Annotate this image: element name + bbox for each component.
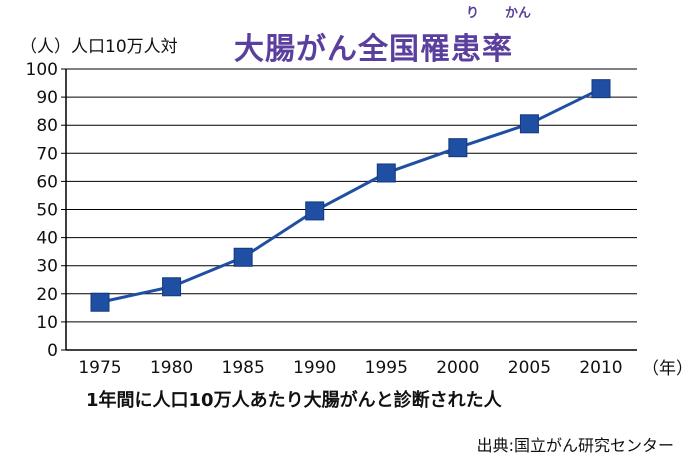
chart-caption: 1年間に人口10万人あたり大腸がんと診断された人 xyxy=(86,390,502,411)
data-point-2010 xyxy=(591,79,611,99)
data-point-1980 xyxy=(162,277,182,297)
x-tick-label-1985: 1985 xyxy=(222,358,265,378)
x-tick-label-2010: 2010 xyxy=(579,358,622,378)
source-credit: 出典:国立がん研究センター xyxy=(476,436,674,455)
data-point-2000 xyxy=(448,138,468,158)
y-tick-label-60: 60 xyxy=(36,172,58,192)
y-tick-label-50: 50 xyxy=(36,201,58,221)
y-tick-label-0: 0 xyxy=(47,341,58,361)
y-tick-label-10: 10 xyxy=(36,313,58,333)
chart-title: 大腸がん全国罹患率 xyxy=(234,32,513,67)
y-tick-label-40: 40 xyxy=(36,229,58,249)
y-tick-label-20: 20 xyxy=(36,285,58,305)
y-tick-label-90: 90 xyxy=(36,88,58,108)
y-tick-label-30: 30 xyxy=(36,257,58,277)
data-point-2005 xyxy=(519,114,539,134)
x-axis-unit-label: （年） xyxy=(642,359,684,379)
data-point-1985 xyxy=(233,247,253,267)
x-tick-label-2000: 2000 xyxy=(436,358,479,378)
x-tick-label-1990: 1990 xyxy=(293,358,336,378)
x-tick-label-1975: 1975 xyxy=(78,358,121,378)
y-tick-label-100: 100 xyxy=(26,60,58,80)
x-tick-label-1980: 1980 xyxy=(150,358,193,378)
y-tick-label-80: 80 xyxy=(36,116,58,136)
y-axis-unit-label: （人）人口10万人対 xyxy=(20,37,178,57)
data-point-1995 xyxy=(376,163,396,183)
x-tick-label-1995: 1995 xyxy=(365,358,408,378)
title-ruby-kan: かん xyxy=(505,6,532,21)
series-line xyxy=(99,87,602,304)
title-ruby-ri: り xyxy=(466,6,480,21)
y-tick-label-70: 70 xyxy=(36,144,58,164)
x-tick-label-2005: 2005 xyxy=(508,358,551,378)
data-point-1990 xyxy=(305,201,325,221)
data-point-1975 xyxy=(90,292,110,312)
